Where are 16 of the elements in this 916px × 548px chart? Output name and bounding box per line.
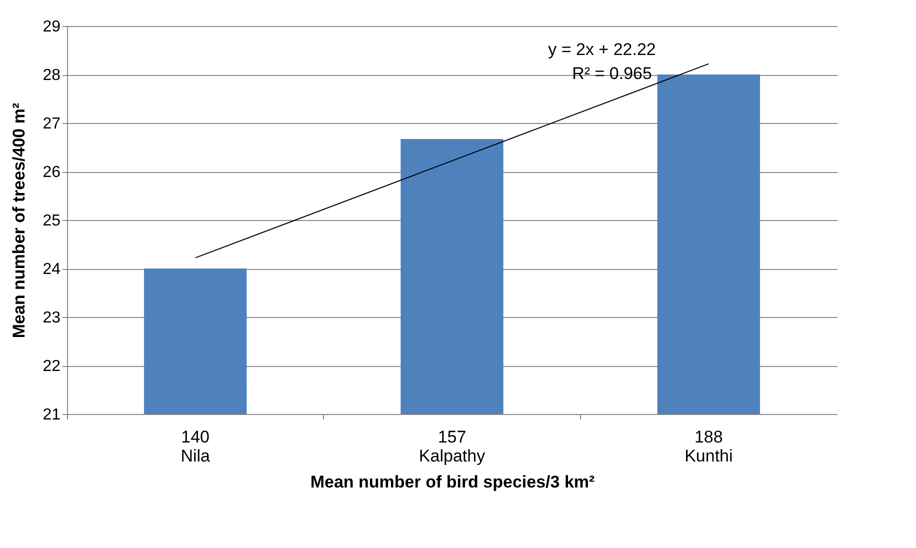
y-tick-label: 21	[42, 406, 61, 424]
annotation: y = 2x + 22.22	[548, 40, 656, 59]
annotation: R² = 0.965	[572, 64, 652, 83]
y-tick-label: 26	[42, 164, 61, 181]
x-tick-label: 157 Kalpathy	[418, 428, 486, 466]
y-tick-label: 27	[42, 116, 61, 132]
y-tick-label: 29	[42, 18, 61, 36]
y-tick-label: 25	[42, 212, 61, 230]
y-tick-label: 28	[42, 67, 61, 84]
x-axis-title: Mean number of bird species/3 km²	[310, 472, 596, 492]
y-tick-label: 22	[42, 358, 61, 375]
x-tick-label: 140 Nila	[180, 428, 211, 466]
x-tick-label: 188 Kunthi	[684, 428, 733, 466]
y-tick-label: 23	[42, 310, 61, 326]
y-axis-title: Mean number of trees/400 m²	[10, 102, 29, 338]
y-tick-label: 24	[42, 261, 61, 278]
